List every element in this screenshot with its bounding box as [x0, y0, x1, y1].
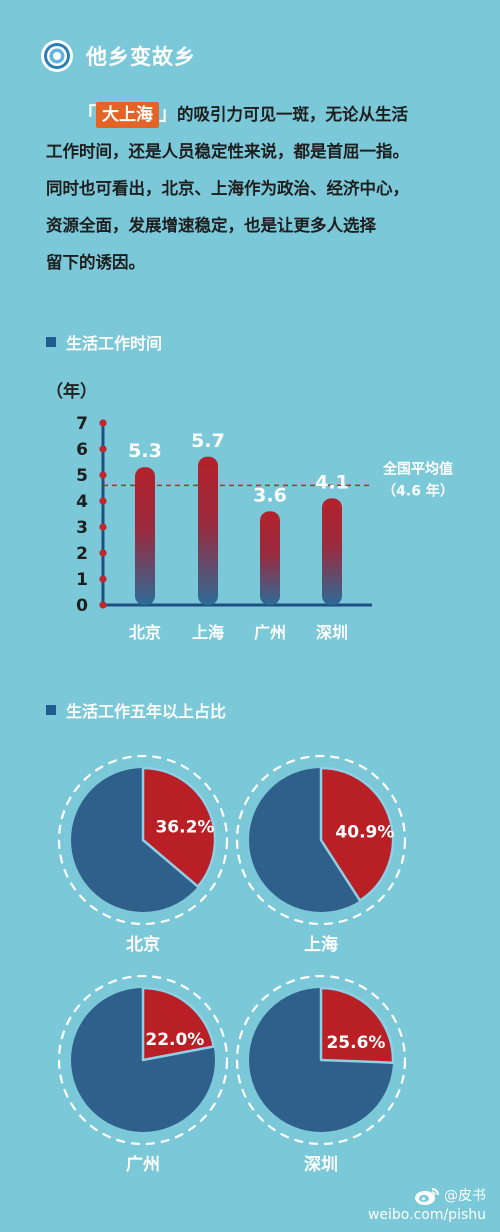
reference-value-label: （4.6 年）	[382, 482, 454, 499]
bar	[260, 511, 280, 605]
section-title-text: 生活工作五年以上占比	[66, 702, 227, 721]
y-tick-label: 6	[76, 440, 88, 460]
y-tick-dot	[99, 445, 107, 453]
pie-charts: 36.2% 北京 40.9% 上海 22.0% 广州 25.6% 深圳	[57, 754, 407, 1175]
pie-value-label: 36.2%	[155, 817, 214, 837]
pie-category-label: 深圳	[304, 1154, 338, 1175]
y-tick-label: 2	[76, 544, 88, 564]
y-tick-dot	[99, 419, 107, 427]
page-title: 他乡变故乡	[86, 45, 196, 69]
y-tick-label: 4	[76, 492, 88, 512]
bar-value-label: 5.3	[128, 440, 162, 462]
y-tick-label: 0	[76, 596, 88, 616]
y-axis-unit: （年）	[46, 382, 97, 402]
pie-slice-highlight	[141, 766, 217, 888]
intro-line-4: 资源全面，发展增速稳定，也是让更多人选择	[46, 216, 376, 235]
y-tick-dot	[99, 471, 107, 479]
watermark-name: @皮书	[444, 1188, 486, 1204]
section-title-work-time: 生活工作时间	[46, 330, 162, 354]
pie-dashed-ring	[235, 974, 407, 1146]
intro-line-1-text: 的吸引力可见一斑，无论从生活	[177, 105, 408, 124]
category-label: 北京	[129, 623, 161, 642]
intro-paragraph: 「大上海 」的吸引力可见一斑，无论从生活 工作时间，还是人员稳定性来说，都是首屈一…	[46, 96, 466, 281]
watermark-name-row: @皮书	[368, 1186, 486, 1206]
pie-value-label: 25.6%	[326, 1033, 385, 1053]
bar-value-label: 4.1	[315, 471, 349, 493]
section-title-ratio: 生活工作五年以上占比	[46, 698, 226, 722]
pie-value-label: 22.0%	[145, 1030, 204, 1050]
y-tick-label: 1	[76, 570, 88, 590]
y-tick-dot	[99, 549, 107, 557]
bar-value-label: 3.6	[253, 484, 287, 506]
y-tick-dot	[99, 497, 107, 505]
y-tick-label: 7	[76, 414, 88, 434]
square-bullet-icon	[46, 705, 56, 715]
reference-label: 全国平均值	[382, 460, 453, 477]
category-label: 上海	[192, 623, 224, 642]
category-label: 广州	[254, 623, 286, 642]
square-bullet-icon	[46, 337, 56, 347]
intro-line-5: 留下的诱因。	[46, 253, 145, 272]
pie-slice-highlight	[141, 986, 215, 1062]
watermark-url: weibo.com/pishu	[367, 1207, 486, 1223]
intro-line-2: 工作时间，还是人员稳定性来说，都是首屈一指。	[46, 142, 409, 161]
bar-value-label: 5.7	[191, 430, 225, 452]
pie-category-label: 上海	[304, 934, 338, 955]
bar	[198, 456, 218, 605]
bracket-open: 「	[78, 104, 96, 125]
y-tick-dot	[99, 575, 107, 583]
highlight-badge: 大上海	[96, 102, 159, 128]
pie-category-label: 北京	[126, 934, 160, 955]
section-title-text: 生活工作时间	[66, 334, 163, 353]
target-circle-icon	[41, 40, 73, 72]
y-tick-dot	[99, 601, 107, 609]
y-tick-label: 3	[76, 518, 88, 538]
pie-slice-highlight	[319, 766, 395, 902]
intro-line-3: 同时也可看出，北京、上海作为政治、经济中心，	[46, 179, 409, 198]
y-tick-dot	[99, 523, 107, 531]
watermark: @皮书 weibo.com/pishu	[368, 1186, 486, 1224]
bracket-close: 」	[159, 104, 177, 125]
pie-value-label: 40.9%	[335, 822, 394, 842]
weibo-logo-icon	[415, 1188, 439, 1205]
section-header: 他乡变故乡	[40, 38, 196, 74]
y-tick-label: 5	[76, 466, 88, 486]
intro-line-1: 「大上海 」的吸引力可见一斑，无论从生活	[78, 96, 466, 133]
pie-slice-highlight	[319, 986, 395, 1064]
pie-category-label: 广州	[126, 1154, 160, 1175]
pie-dashed-ring	[57, 754, 229, 926]
pie-dashed-ring	[57, 974, 229, 1146]
pie-dashed-ring	[235, 754, 407, 926]
bar-chart: 0 1 2 3 4 5 6 7 全国平均值 （4.6 年） 5.3 北京 5.7 上海 3.6 广州 4.1 深圳	[76, 414, 454, 642]
bar	[322, 498, 342, 605]
category-label: 深圳	[316, 623, 348, 642]
bar	[135, 467, 155, 605]
